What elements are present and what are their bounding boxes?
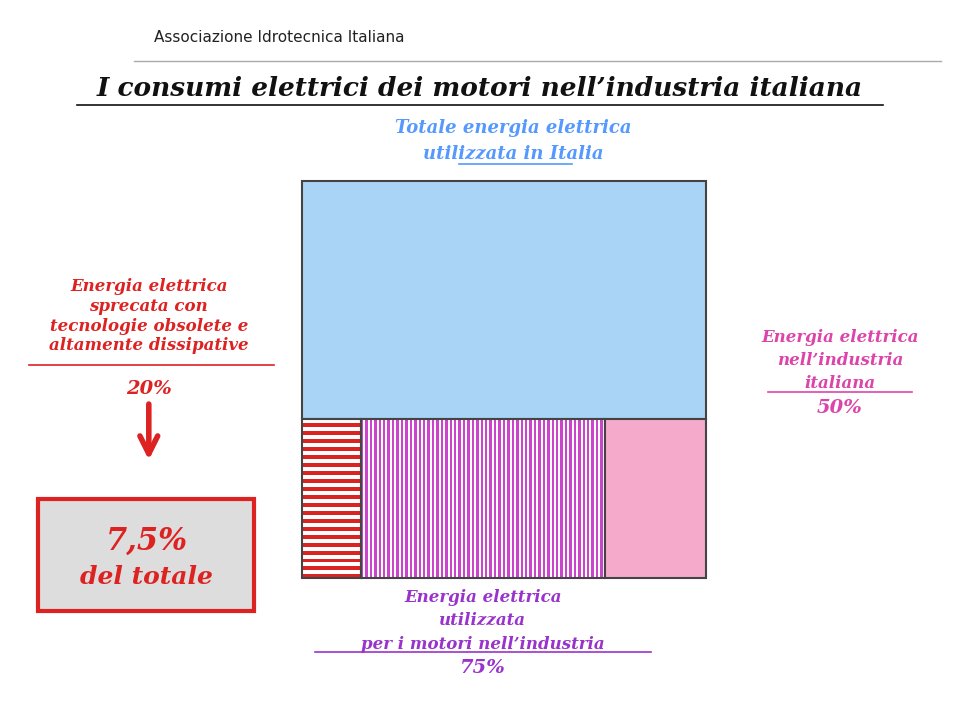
- Bar: [503, 419, 505, 578]
- Bar: [410, 419, 412, 578]
- Bar: [578, 419, 581, 578]
- Bar: [302, 574, 361, 578]
- Text: 20%: 20%: [126, 380, 172, 398]
- Bar: [400, 419, 403, 578]
- Bar: [512, 419, 515, 578]
- Bar: [459, 419, 461, 578]
- Bar: [302, 455, 361, 459]
- Bar: [361, 419, 363, 578]
- Text: Energia elettrica: Energia elettrica: [404, 589, 562, 607]
- Bar: [302, 487, 361, 491]
- Bar: [302, 558, 361, 562]
- Bar: [449, 419, 452, 578]
- Text: per i motori nell’industria: per i motori nell’industria: [361, 636, 605, 653]
- Bar: [588, 419, 589, 578]
- Bar: [507, 419, 510, 578]
- Bar: [38, 499, 254, 611]
- Bar: [396, 419, 398, 578]
- Bar: [370, 419, 372, 578]
- Text: del totale: del totale: [81, 565, 213, 589]
- Bar: [302, 503, 361, 507]
- Bar: [564, 419, 567, 578]
- Bar: [302, 495, 361, 499]
- Bar: [498, 419, 501, 578]
- Bar: [302, 510, 361, 515]
- Bar: [302, 518, 361, 523]
- Text: utilizzata in Italia: utilizzata in Italia: [423, 145, 604, 163]
- Bar: [302, 463, 361, 467]
- Text: 75%: 75%: [460, 659, 506, 677]
- Bar: [463, 419, 466, 578]
- Bar: [302, 471, 361, 475]
- Bar: [485, 419, 488, 578]
- Bar: [529, 419, 532, 578]
- Bar: [302, 419, 361, 578]
- Bar: [302, 431, 361, 435]
- Text: Energia elettrica: Energia elettrica: [761, 329, 919, 346]
- Bar: [302, 447, 361, 451]
- Bar: [591, 419, 594, 578]
- Bar: [302, 542, 361, 547]
- Text: italiana: italiana: [804, 375, 876, 393]
- Bar: [302, 479, 361, 483]
- Text: utilizzata: utilizzata: [440, 612, 526, 630]
- Bar: [490, 419, 492, 578]
- Bar: [552, 419, 554, 578]
- Text: 7,5%: 7,5%: [106, 526, 188, 557]
- Bar: [547, 419, 549, 578]
- Bar: [419, 419, 421, 578]
- Bar: [302, 526, 361, 531]
- Bar: [534, 419, 537, 578]
- Bar: [583, 419, 585, 578]
- Bar: [405, 419, 408, 578]
- Bar: [520, 419, 523, 578]
- Bar: [436, 419, 439, 578]
- Bar: [445, 419, 447, 578]
- Bar: [302, 566, 361, 570]
- Bar: [569, 419, 572, 578]
- Bar: [476, 419, 479, 578]
- Bar: [525, 419, 527, 578]
- Bar: [302, 419, 361, 578]
- Bar: [600, 419, 603, 578]
- Bar: [302, 534, 361, 539]
- Bar: [302, 424, 361, 427]
- Bar: [378, 419, 381, 578]
- Text: I consumi elettrici dei motori nell’industria italiana: I consumi elettrici dei motori nell’indu…: [97, 76, 863, 101]
- Text: 50%: 50%: [817, 399, 863, 417]
- Bar: [302, 551, 361, 555]
- Bar: [361, 419, 605, 578]
- Bar: [596, 419, 598, 578]
- Bar: [423, 419, 425, 578]
- Bar: [388, 419, 390, 578]
- Text: Associazione Idrotecnica Italiana: Associazione Idrotecnica Italiana: [154, 30, 404, 46]
- Bar: [454, 419, 456, 578]
- Bar: [432, 419, 434, 578]
- Bar: [516, 419, 518, 578]
- Bar: [556, 419, 559, 578]
- Bar: [374, 419, 376, 578]
- Bar: [414, 419, 417, 578]
- Bar: [302, 181, 706, 419]
- Bar: [574, 419, 576, 578]
- FancyArrowPatch shape: [140, 404, 157, 454]
- Bar: [441, 419, 444, 578]
- Bar: [366, 419, 368, 578]
- Text: Totale energia elettrica: Totale energia elettrica: [396, 119, 632, 137]
- Bar: [561, 419, 563, 578]
- Bar: [392, 419, 395, 578]
- Text: nell’industria: nell’industria: [777, 352, 903, 369]
- Text: Energia elettrica
sprecata con
tecnologie obsolete e
altamente dissipative: Energia elettrica sprecata con tecnologi…: [49, 278, 249, 354]
- Bar: [427, 419, 430, 578]
- Bar: [542, 419, 545, 578]
- Bar: [493, 419, 496, 578]
- Bar: [383, 419, 386, 578]
- Bar: [539, 419, 540, 578]
- Bar: [468, 419, 469, 578]
- Bar: [361, 419, 605, 578]
- Bar: [302, 440, 361, 443]
- Bar: [471, 419, 474, 578]
- Bar: [605, 419, 706, 578]
- Bar: [481, 419, 483, 578]
